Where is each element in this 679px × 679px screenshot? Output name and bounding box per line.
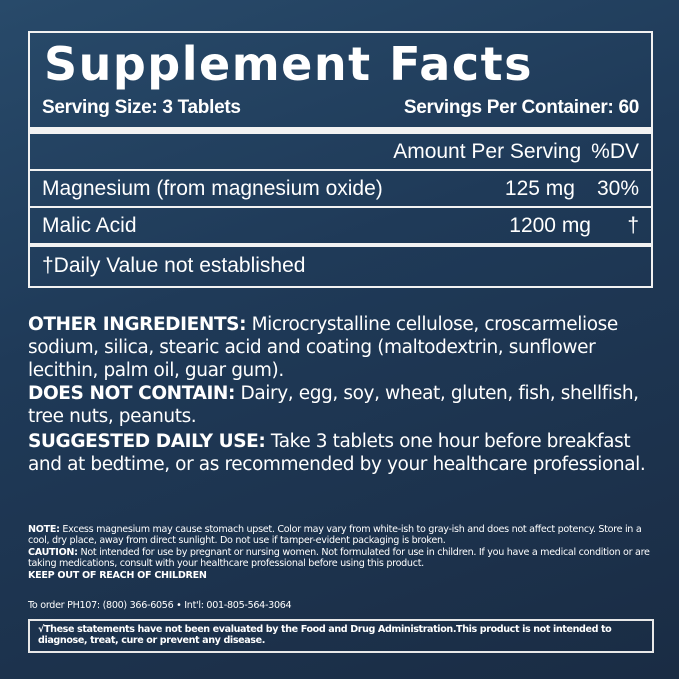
text: Dairy, egg, soy, wheat, gluten, fish, sh… [28, 383, 639, 427]
serving-info: Serving Size: 3 Tablets Servings Per Con… [30, 93, 651, 123]
warnings: NOTE: Excess magnesium may cause stomach… [28, 524, 658, 581]
text: Microcrystalline cellulose, croscarmelio… [28, 314, 618, 381]
thick-divider [30, 127, 651, 134]
footnote-text: †Daily Value not established [42, 254, 306, 277]
keep-out: KEEP OUT OF REACH OF CHILDREN [28, 569, 207, 581]
nutrient-dv: † [627, 214, 639, 237]
caution: CAUTION: Not intended for use by pregnan… [28, 547, 658, 570]
does-not-contain: DOES NOT CONTAIN: Dairy, egg, soy, wheat… [28, 382, 658, 428]
order-info: To order PH107: (800) 366-6056 • Int'l: … [28, 600, 292, 611]
fda-disclaimer: √These statements have not been evaluate… [28, 619, 654, 653]
text: Not intended for use by pregnant or nurs… [28, 546, 650, 570]
supplement-facts-panel: Supplement Facts Serving Size: 3 Tablets… [28, 31, 653, 288]
suggested-use: SUGGESTED DAILY USE: Take 3 tablets one … [28, 430, 658, 476]
text: Excess magnesium may cause stomach upset… [28, 524, 642, 547]
nutrient-row: Malic Acid 1200 mg † [30, 209, 651, 243]
nutrient-row: Magnesium (from magnesium oxide) 125 mg 3… [30, 172, 651, 206]
label: NOTE: [28, 524, 60, 535]
note: NOTE: Excess magnesium may cause stomach… [28, 524, 658, 547]
amount-header: Amount Per Serving [393, 140, 582, 163]
amount-header-row: Amount Per Serving %DV [30, 135, 651, 169]
other-ingredients: OTHER INGREDIENTS: Microcrystalline cell… [28, 313, 658, 382]
divider [30, 206, 651, 208]
label: CAUTION: [28, 546, 78, 558]
label: OTHER INGREDIENTS: [28, 314, 247, 335]
nutrient-amount: 1200 mg [509, 214, 591, 237]
footnote: †Daily Value not established [30, 249, 651, 283]
label: DOES NOT CONTAIN: [28, 383, 236, 404]
dv-header: %DV [591, 140, 639, 163]
text: Take 3 tablets one hour before breakfast… [28, 431, 646, 475]
panel-title: Supplement Facts [44, 37, 533, 91]
divider [30, 243, 651, 247]
servings-per-container: Servings Per Container: 60 [403, 97, 639, 118]
label-body: OTHER INGREDIENTS: Microcrystalline cell… [28, 313, 658, 476]
nutrient-dv: 30% [596, 177, 639, 200]
nutrient-name: Malic Acid [42, 214, 137, 237]
nutrient-amount: 125 mg [504, 177, 575, 200]
label: SUGGESTED DAILY USE: [28, 431, 266, 452]
serving-size: Serving Size: 3 Tablets [42, 97, 241, 118]
nutrient-name: Magnesium (from magnesium oxide) [42, 177, 383, 200]
divider [30, 169, 651, 171]
